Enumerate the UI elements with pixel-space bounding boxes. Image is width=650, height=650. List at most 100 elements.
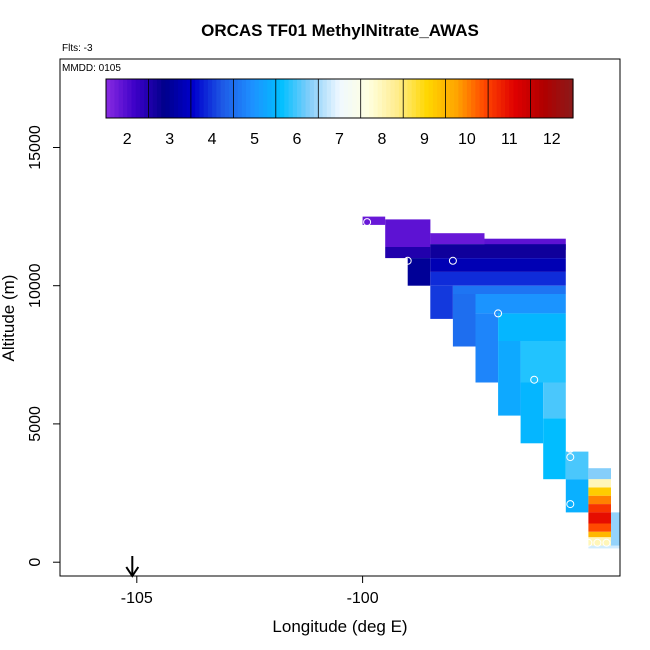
colorbar-segment-52: [326, 79, 332, 118]
colorbar-segment-10: [148, 79, 154, 118]
colorbar-segment-43: [288, 79, 294, 118]
heatmap-cell-2: [430, 233, 485, 245]
heatmap-cell-10: [452, 285, 566, 294]
colorbar-segment-49: [314, 79, 319, 118]
colorbar-segment-32: [241, 79, 247, 118]
colorbar-segment-86: [471, 79, 476, 118]
sample-point-7: [570, 348, 579, 357]
colorbar-segment-31: [237, 79, 243, 118]
x-tick-label: -100: [347, 590, 379, 607]
colorbar-tick-label: 12: [543, 131, 561, 148]
flights-label: Flts: -3: [62, 43, 93, 54]
x-tick-label: -105: [121, 590, 153, 607]
colorbar-segment-11: [152, 79, 158, 118]
colorbar-segment-56: [343, 79, 349, 118]
colorbar-segment-15: [169, 79, 175, 118]
colorbar-segment-76: [428, 79, 434, 118]
heatmap-cell-13: [475, 313, 499, 383]
heatmap-cell-30: [588, 537, 611, 546]
colorbar-segment-74: [420, 79, 426, 118]
colorbar-segment-29: [229, 79, 234, 118]
colorbar-segment-58: [352, 79, 358, 118]
colorbar-tick-labels: 2 3 4 5 6 7 8 9 10 11 12: [123, 131, 561, 148]
heatmap-cell-15: [498, 341, 521, 416]
colorbar-segment-23: [203, 79, 209, 118]
colorbar-tick-label: 10: [458, 131, 476, 148]
colorbar-segment-62: [369, 79, 375, 118]
colorbar-segment-101: [534, 79, 540, 118]
x-axis-label: Longitude (deg E): [272, 617, 407, 636]
colorbar-segment-51: [322, 79, 328, 118]
colorbar-segment-46: [301, 79, 307, 118]
colorbar-dividers: [148, 79, 531, 118]
colorbar-segment-59: [356, 79, 362, 118]
colorbar-segment-92: [496, 79, 502, 118]
colorbar-segment-71: [407, 79, 413, 118]
colorbar-segment-38: [267, 79, 273, 118]
colorbar-segment-100: [530, 79, 536, 118]
colorbar-segment-103: [543, 79, 549, 118]
colorbar-segment-78: [437, 79, 442, 118]
colorbar-segment-85: [466, 79, 472, 118]
x-axis: -105 -100: [121, 576, 379, 607]
heatmap-cell-27: [588, 512, 611, 524]
colorbar-segment-80: [445, 79, 451, 118]
colorbar-segment-1: [110, 79, 116, 118]
colorbar-tick-label: 3: [165, 131, 174, 148]
sample-point-9: [530, 375, 539, 384]
heatmap-cell-19: [543, 418, 566, 480]
colorbar-segment-25: [212, 79, 217, 118]
colorbar-segment-41: [280, 79, 285, 118]
colorbar-segment-93: [500, 79, 506, 118]
colorbar-segment-7: [135, 79, 141, 118]
sample-point-16: [593, 538, 602, 547]
colorbar-segment-30: [233, 79, 239, 118]
sample-point-17: [602, 538, 611, 547]
y-axis: 0 5000 10000 15000: [27, 125, 60, 567]
colorbar-segment-77: [432, 79, 438, 118]
sample-point-12: [566, 453, 575, 462]
colorbar-segment-36: [258, 79, 264, 118]
colorbar-segment-69: [398, 79, 404, 118]
colorbar-segment-42: [284, 79, 290, 118]
arrow-head: [125, 566, 140, 578]
heatmap-cell-17: [520, 382, 544, 444]
colorbar-segment-17: [178, 79, 184, 118]
colorbar-segment-60: [360, 79, 366, 118]
colorbar-segment-12: [156, 79, 162, 118]
colorbar-segment-22: [199, 79, 205, 118]
colorbar-segment-19: [186, 79, 192, 118]
colorbar-segment-88: [479, 79, 485, 118]
colorbar-segment-83: [458, 79, 464, 118]
heatmap-cell-0: [362, 216, 386, 225]
colorbar-tick-label: 9: [420, 131, 429, 148]
heatmap-cell-29: [588, 531, 611, 538]
colorbar-tick-label: 6: [293, 131, 302, 148]
y-tick-label: 15000: [27, 125, 44, 170]
colorbar-segment-54: [335, 79, 341, 118]
colorbar-segment-91: [492, 79, 498, 118]
colorbar-segment-65: [381, 79, 387, 118]
colorbar-segment-34: [250, 79, 256, 118]
colorbar-gradient: [106, 79, 574, 118]
sample-point-4: [570, 234, 579, 243]
colorbar-segment-95: [509, 79, 515, 118]
y-tick-label: 10000: [27, 263, 44, 308]
sample-point-14: [570, 538, 579, 547]
colorbar-segment-102: [539, 79, 544, 118]
colorbar-frame: [105, 78, 574, 119]
colorbar-segment-27: [220, 79, 226, 118]
colorbar-segment-99: [526, 79, 532, 118]
colorbar-segment-4: [122, 79, 128, 118]
colorbar-segment-50: [318, 79, 324, 118]
colorbar-segment-75: [424, 79, 430, 118]
colorbar-segment-64: [377, 79, 383, 118]
colorbar-segment-40: [275, 79, 281, 118]
y-axis-label: Altitude (m): [0, 275, 18, 362]
colorbar-segment-84: [462, 79, 468, 118]
colorbar-segment-73: [415, 79, 421, 118]
colorbar-segment-24: [207, 79, 213, 118]
colorbar-segment-47: [305, 79, 311, 118]
heatmap-cell-21: [565, 479, 589, 513]
